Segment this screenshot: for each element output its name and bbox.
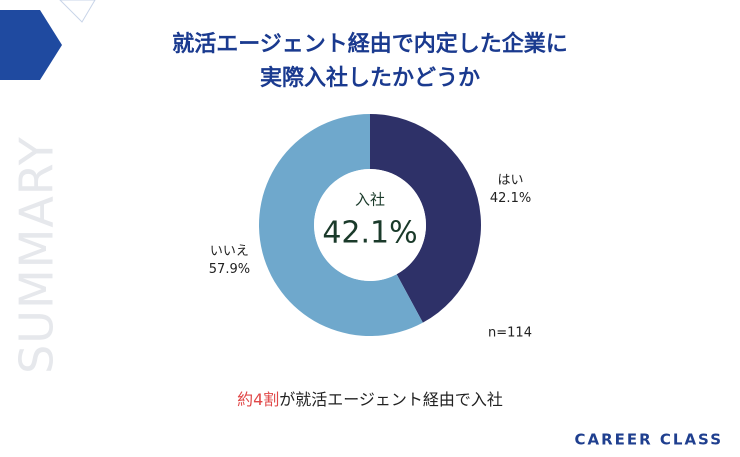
note: 約4割が就活エージェント経由で入社 <box>237 390 503 409</box>
center-label: 入社 <box>355 191 385 209</box>
note-rest: が就活エージェント経由で入社 <box>279 390 503 409</box>
chart-title: 実際入社したかどうか <box>260 65 480 91</box>
pie-slice <box>370 114 481 323</box>
brand: CAREER CLASS <box>574 431 723 449</box>
pie-slice <box>258 114 423 336</box>
decor-hexagon <box>0 10 62 80</box>
slice-name: はい <box>498 173 524 188</box>
donut-hole <box>314 169 426 281</box>
slice-value: 42.1% <box>490 191 531 206</box>
annotation: n=114 <box>488 326 532 341</box>
slice-value: 57.9% <box>209 262 250 277</box>
center-value: 42.1% <box>322 216 417 251</box>
chart-title: 就活エージェント経由で内定した企業に <box>172 31 568 57</box>
note-highlight: 約4割 <box>237 390 279 409</box>
decor-outline <box>59 0 96 23</box>
side-watermark: SUMMARY <box>10 136 64 374</box>
slice-name: いいえ <box>210 244 249 259</box>
